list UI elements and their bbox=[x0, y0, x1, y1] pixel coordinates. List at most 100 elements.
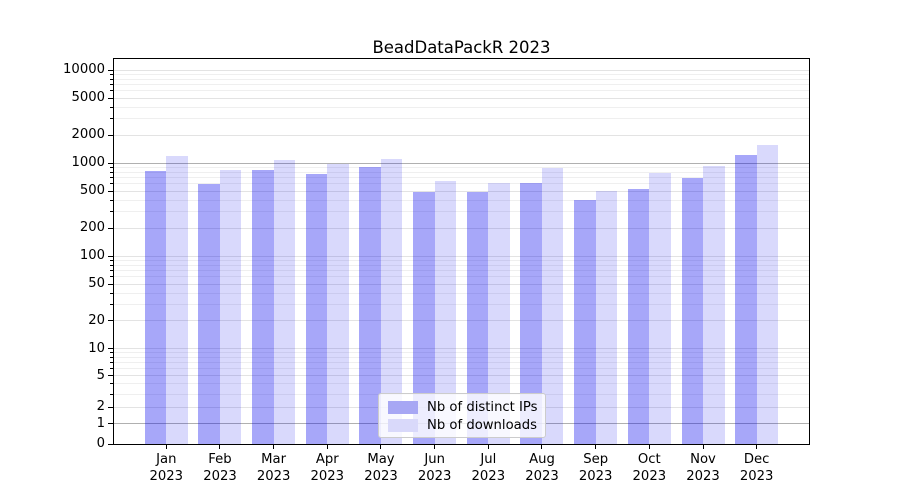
minor-gridline bbox=[114, 78, 809, 80]
bar-downloads bbox=[434, 181, 457, 444]
minor-gridline bbox=[114, 176, 809, 178]
y-minor-tick bbox=[110, 118, 113, 120]
minor-gridline bbox=[114, 171, 809, 173]
bar-distinct-ips bbox=[681, 178, 703, 444]
x-tick-label: Oct 2023 bbox=[632, 452, 667, 484]
y-minor-tick bbox=[110, 292, 113, 294]
bar-distinct-ips bbox=[252, 170, 274, 444]
gridline bbox=[114, 134, 809, 136]
x-tick-label: Sep 2023 bbox=[578, 452, 613, 484]
minor-gridline bbox=[114, 292, 809, 294]
y-tick-label: 50 bbox=[88, 276, 105, 292]
x-tick bbox=[541, 445, 543, 449]
minor-gridline bbox=[114, 106, 809, 108]
minor-gridline bbox=[114, 269, 809, 271]
x-tick bbox=[434, 445, 436, 449]
y-tick bbox=[108, 423, 113, 425]
x-tick-label: Feb 2023 bbox=[203, 452, 237, 484]
minor-gridline bbox=[114, 383, 809, 385]
gridline bbox=[114, 375, 809, 377]
y-minor-tick bbox=[110, 362, 113, 364]
y-minor-tick bbox=[110, 259, 113, 261]
legend: Nb of distinct IPs Nb of downloads bbox=[378, 393, 546, 438]
y-tick-label: 5 bbox=[96, 367, 105, 383]
gridline bbox=[114, 348, 809, 350]
gridline bbox=[114, 69, 809, 71]
bar-downloads bbox=[273, 159, 296, 444]
y-tick bbox=[108, 69, 113, 71]
x-tick-label: May 2023 bbox=[364, 452, 398, 484]
minor-gridline bbox=[114, 362, 809, 364]
y-minor-tick bbox=[110, 269, 113, 271]
x-tick-label: Jul 2023 bbox=[471, 452, 506, 484]
gridline bbox=[114, 320, 809, 322]
y-minor-tick bbox=[110, 368, 113, 370]
x-tick bbox=[756, 445, 758, 449]
bar-distinct-ips bbox=[305, 174, 328, 444]
minor-gridline bbox=[114, 90, 809, 92]
gridline bbox=[114, 255, 809, 257]
minor-gridline bbox=[114, 73, 809, 75]
x-tick-label: Jun 2023 bbox=[417, 452, 452, 484]
bar-distinct-ips bbox=[198, 183, 220, 444]
y-tick bbox=[108, 255, 113, 257]
bar-downloads bbox=[541, 168, 564, 444]
y-tick bbox=[108, 134, 113, 136]
y-minor-tick bbox=[110, 211, 113, 213]
minor-gridline bbox=[114, 357, 809, 359]
y-tick bbox=[108, 320, 113, 322]
y-tick-label: 100 bbox=[79, 248, 105, 264]
chart-title: BeadDataPackR 2023 bbox=[372, 38, 551, 57]
y-tick bbox=[108, 227, 113, 229]
x-tick bbox=[273, 445, 275, 449]
gridline bbox=[114, 227, 809, 229]
y-minor-tick bbox=[110, 304, 113, 306]
minor-gridline bbox=[114, 276, 809, 278]
bar-downloads bbox=[595, 191, 618, 444]
y-tick bbox=[108, 443, 113, 445]
bar-downloads bbox=[327, 164, 349, 444]
y-minor-tick bbox=[110, 183, 113, 185]
y-minor-tick bbox=[110, 393, 113, 395]
y-tick bbox=[108, 190, 113, 192]
y-minor-tick bbox=[110, 78, 113, 80]
y-tick-label: 10000 bbox=[63, 62, 105, 78]
bar-downloads bbox=[756, 145, 779, 444]
y-tick-label: 1000 bbox=[71, 155, 105, 171]
x-tick bbox=[648, 445, 650, 449]
major-gridline bbox=[114, 162, 809, 164]
y-tick bbox=[108, 348, 113, 350]
y-minor-tick bbox=[110, 383, 113, 385]
y-tick bbox=[108, 375, 113, 377]
x-tick bbox=[165, 445, 167, 449]
bar-downloads bbox=[166, 155, 188, 444]
x-tick-label: Aug 2023 bbox=[525, 452, 559, 484]
y-tick bbox=[108, 283, 113, 285]
minor-gridline bbox=[114, 166, 809, 168]
y-tick-label: 10 bbox=[88, 340, 105, 356]
minor-gridline bbox=[114, 304, 809, 306]
gridline bbox=[114, 190, 809, 192]
minor-gridline bbox=[114, 183, 809, 185]
bar-distinct-ips bbox=[520, 182, 542, 444]
bar-downloads bbox=[380, 159, 403, 444]
y-tick-label: 1 bbox=[96, 415, 105, 431]
y-minor-tick bbox=[110, 73, 113, 75]
y-minor-tick bbox=[110, 166, 113, 168]
y-tick-label: 500 bbox=[79, 183, 105, 199]
bar-distinct-ips bbox=[413, 191, 435, 444]
bar-distinct-ips bbox=[735, 154, 757, 444]
y-tick-label: 200 bbox=[79, 220, 105, 236]
y-tick-label: 2 bbox=[96, 399, 105, 415]
bar-distinct-ips bbox=[627, 189, 650, 444]
y-tick-label: 0 bbox=[96, 436, 105, 451]
gridline bbox=[114, 97, 809, 99]
minor-gridline bbox=[114, 352, 809, 354]
y-minor-tick bbox=[110, 106, 113, 108]
y-tick-label: 20 bbox=[88, 312, 105, 328]
bar-distinct-ips bbox=[574, 200, 596, 444]
legend-item: Nb of downloads bbox=[388, 416, 537, 434]
x-tick bbox=[595, 445, 597, 449]
y-tick bbox=[108, 162, 113, 164]
